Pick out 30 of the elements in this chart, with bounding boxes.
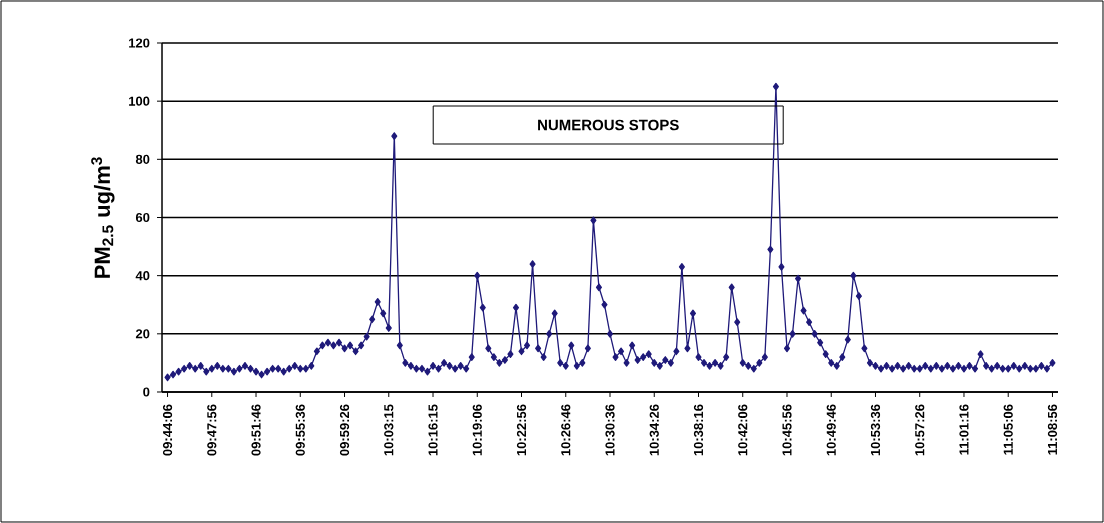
x-tick-label: 10:45:56	[782, 404, 792, 456]
x-tick-label: 11:01:16	[959, 404, 969, 455]
x-tick-label: 09:59:26	[339, 404, 350, 456]
y-tick-label: 120	[129, 38, 150, 48]
x-tick-label: 09:55:36	[295, 404, 305, 456]
annotation: NUMEROUS STOPS	[538, 119, 679, 131]
y-tick-label: 0	[143, 387, 150, 397]
x-tick-label: 09:47:56	[207, 404, 217, 456]
x-tick-label: 10:49:46	[826, 404, 836, 456]
x-tick-label: 11:05:06	[1003, 404, 1013, 455]
y-axis-title: PM$_{2.5}$ ug/m$^{3}$	[91, 157, 115, 278]
y-tick-label: 60	[135, 212, 150, 223]
x-tick-label: 10:30:36	[605, 404, 615, 456]
x-tick-label: 10:38:16	[693, 404, 704, 456]
x-tick-label: 10:19:06	[472, 404, 482, 456]
x-tick-label: 10:57:26	[915, 404, 925, 456]
y-tick-label: 20	[135, 329, 150, 339]
x-tick-label: 10:22:56	[516, 404, 527, 456]
y-tick-label: 80	[135, 154, 150, 164]
x-tick-label: 11:08:56	[1047, 404, 1058, 455]
y-tick-label: 100	[129, 96, 150, 106]
x-tick-label: 10:16:15	[428, 404, 438, 456]
x-tick-label: 10:34:26	[649, 404, 659, 456]
x-tick-label: 10:53:36	[870, 404, 881, 456]
x-tick-label: 09:51:46	[251, 404, 261, 456]
y-tick-label: 40	[135, 271, 150, 281]
x-tick-label: 10:42:06	[738, 404, 748, 456]
x-tick-label: 09:44:06	[162, 404, 173, 456]
x-tick-label: 10:26:46	[561, 404, 571, 456]
x-tick-label: 10:03:15	[384, 404, 394, 456]
